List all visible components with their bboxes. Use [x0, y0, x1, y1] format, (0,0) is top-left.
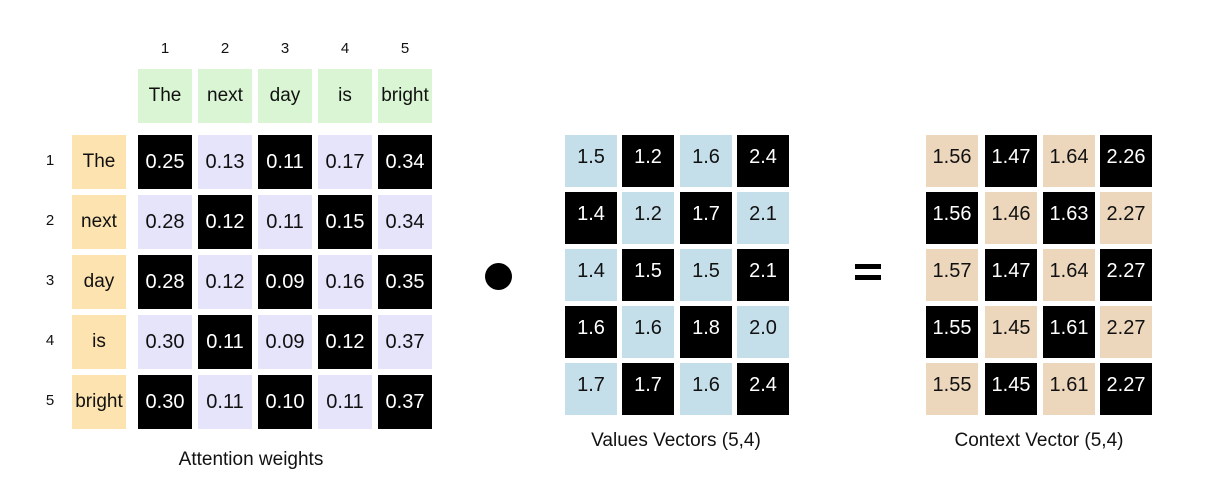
row-token: The	[72, 135, 126, 189]
attention-weight-cell: 0.34	[378, 135, 432, 189]
value-vector-cell: 1.6	[680, 135, 732, 187]
value-vector-cell: 1.7	[565, 363, 617, 415]
attention-weight-cell: 0.10	[258, 375, 312, 429]
value-vector-cell: 1.6	[622, 306, 674, 358]
context-vector-cell: 1.45	[985, 306, 1037, 358]
attention-weight-cell: 0.09	[258, 255, 312, 309]
context-vector-cell: 2.27	[1100, 249, 1152, 301]
context-vector-cell: 1.46	[985, 192, 1037, 244]
context-vector-cell: 1.45	[985, 363, 1037, 415]
context-vector-cell: 2.27	[1100, 192, 1152, 244]
attention-weight-cell: 0.11	[258, 195, 312, 249]
attention-weight-cell: 0.11	[198, 375, 252, 429]
context-vector-cell: 2.26	[1100, 135, 1152, 187]
context-vector-cell: 1.64	[1043, 135, 1095, 187]
value-vector-cell: 1.8	[680, 306, 732, 358]
row-token: day	[72, 255, 126, 309]
context-vector-cell: 1.55	[926, 363, 978, 415]
context-vector-cell: 1.57	[926, 249, 978, 301]
row-number: 2	[45, 212, 55, 229]
row-number: 1	[45, 152, 55, 169]
attention-weight-cell: 0.15	[318, 195, 372, 249]
row-number: 5	[45, 392, 55, 409]
attention-weight-cell: 0.17	[318, 135, 372, 189]
attention-weight-cell: 0.12	[318, 315, 372, 369]
row-token: next	[72, 195, 126, 249]
context-vector-cell: 1.47	[985, 135, 1037, 187]
values-vectors-caption: Values Vectors (5,4)	[591, 430, 761, 451]
context-vector-cell: 1.56	[926, 135, 978, 187]
header-token: day	[258, 69, 312, 123]
value-vector-cell: 2.4	[737, 135, 789, 187]
context-vector-cell: 1.61	[1043, 363, 1095, 415]
attention-weight-cell: 0.35	[378, 255, 432, 309]
value-vector-cell: 2.0	[737, 306, 789, 358]
value-vector-cell: 1.4	[565, 192, 617, 244]
row-token: bright	[72, 375, 126, 429]
context-vector-cell: 2.27	[1100, 363, 1152, 415]
equals-operator	[855, 264, 881, 286]
attention-weight-cell: 0.37	[378, 375, 432, 429]
value-vector-cell: 1.5	[622, 249, 674, 301]
column-number: 5	[400, 40, 410, 57]
value-vector-cell: 1.6	[680, 363, 732, 415]
context-vector-cell: 1.61	[1043, 306, 1095, 358]
value-vector-cell: 1.5	[680, 249, 732, 301]
value-vector-cell: 1.6	[565, 306, 617, 358]
value-vector-cell: 1.5	[565, 135, 617, 187]
attention-weight-cell: 0.30	[138, 315, 192, 369]
column-number: 2	[220, 40, 230, 57]
context-vector-cell: 1.56	[926, 192, 978, 244]
column-number: 3	[280, 40, 290, 57]
attention-weight-cell: 0.25	[138, 135, 192, 189]
context-vector-cell: 1.64	[1043, 249, 1095, 301]
attention-weight-cell: 0.28	[138, 195, 192, 249]
value-vector-cell: 1.2	[622, 135, 674, 187]
header-token: bright	[378, 69, 432, 123]
attention-weight-cell: 0.28	[138, 255, 192, 309]
attention-weight-cell: 0.37	[378, 315, 432, 369]
attention-weights-caption: Attention weights	[178, 449, 324, 470]
attention-weight-cell: 0.11	[258, 135, 312, 189]
attention-weight-cell: 0.34	[378, 195, 432, 249]
dot-product-operator	[485, 263, 512, 290]
row-number: 3	[45, 272, 55, 289]
attention-weight-cell: 0.11	[198, 315, 252, 369]
row-number: 4	[45, 332, 55, 349]
attention-weight-cell: 0.13	[198, 135, 252, 189]
column-number: 4	[340, 40, 350, 57]
context-vector-cell: 2.27	[1100, 306, 1152, 358]
row-token: is	[72, 315, 126, 369]
context-vector-caption: Context Vector (5,4)	[954, 430, 1124, 451]
context-vector-cell: 1.47	[985, 249, 1037, 301]
value-vector-cell: 1.7	[622, 363, 674, 415]
value-vector-cell: 1.2	[622, 192, 674, 244]
attention-weight-cell: 0.11	[318, 375, 372, 429]
header-token: next	[198, 69, 252, 123]
context-vector-cell: 1.63	[1043, 192, 1095, 244]
attention-weight-cell: 0.09	[258, 315, 312, 369]
context-vector-cell: 1.55	[926, 306, 978, 358]
attention-weight-cell: 0.16	[318, 255, 372, 309]
value-vector-cell: 2.1	[737, 192, 789, 244]
value-vector-cell: 1.4	[565, 249, 617, 301]
value-vector-cell: 1.7	[680, 192, 732, 244]
header-token: The	[138, 69, 192, 123]
attention-weight-cell: 0.30	[138, 375, 192, 429]
attention-weight-cell: 0.12	[198, 255, 252, 309]
value-vector-cell: 2.1	[737, 249, 789, 301]
header-token: is	[318, 69, 372, 123]
column-number: 1	[160, 40, 170, 57]
attention-weight-cell: 0.12	[198, 195, 252, 249]
value-vector-cell: 2.4	[737, 363, 789, 415]
